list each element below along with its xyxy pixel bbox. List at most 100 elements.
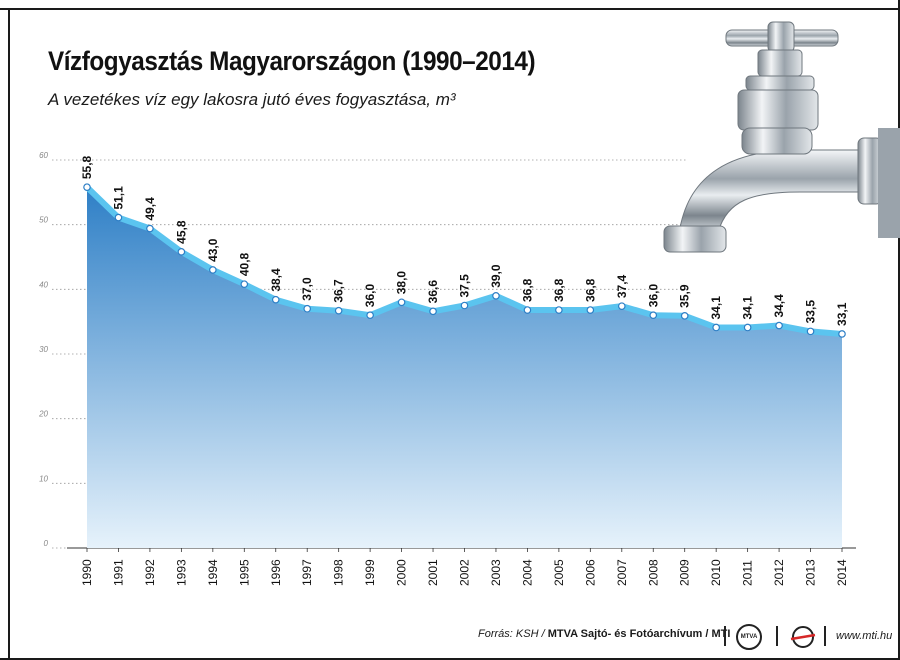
data-label: 36,8	[552, 278, 566, 302]
data-point	[177, 248, 186, 256]
data-label: 36,0	[363, 284, 377, 308]
data-point	[492, 291, 500, 300]
x-tick-label: 2000	[395, 559, 409, 586]
x-tick-label: 1994	[206, 559, 220, 586]
x-tick-label: 1992	[143, 559, 157, 586]
data-label: 55,8	[80, 155, 94, 179]
data-point	[114, 213, 123, 222]
x-tick-label: 2009	[678, 559, 692, 586]
data-point	[303, 304, 312, 313]
data-label: 43,0	[206, 238, 220, 262]
data-point	[523, 306, 532, 314]
data-label: 35,9	[678, 284, 692, 308]
y-tick-label: 40	[39, 280, 48, 289]
data-point	[775, 321, 783, 330]
data-labels: 55,8 51,1 49,4 45,8 43,0 40,8 38,4 37,0 36,7 36,0…	[80, 155, 849, 325]
x-axis-ticks: 1990 1991 1992 1993 1994 1995 1996 1997 1998 1999…	[80, 548, 849, 586]
x-tick-label: 2004	[520, 559, 534, 586]
footer-source-prefix: Forrás: KSH /	[478, 628, 548, 640]
frame-top-border	[0, 8, 900, 10]
data-label: 34,1	[741, 296, 755, 320]
data-point	[586, 306, 595, 314]
data-label: 36,0	[646, 284, 660, 308]
footer-url: www.mti.hu	[836, 630, 893, 642]
x-tick-label: 1993	[174, 559, 188, 586]
data-point	[146, 224, 154, 233]
x-tick-label: 2013	[804, 559, 818, 586]
data-label: 39,0	[489, 264, 503, 288]
data-label: 36,6	[426, 280, 440, 304]
x-tick-label: 2001	[426, 559, 440, 586]
data-point	[838, 330, 846, 338]
x-tick-label: 2007	[615, 559, 629, 586]
data-points	[83, 183, 846, 338]
data-label: 36,8	[583, 278, 597, 302]
chart-subtitle: A vezetékes víz egy lakosra jutó éves fo…	[48, 90, 456, 109]
footer-separator	[776, 626, 778, 646]
y-tick-label: 50	[39, 216, 48, 225]
data-label: 51,1	[111, 186, 125, 210]
y-axis-ticks: 0 10 20 30 40 50 60	[38, 151, 48, 548]
data-point	[209, 266, 217, 274]
data-point	[743, 323, 752, 332]
x-tick-label: 1997	[300, 559, 314, 586]
x-tick-label: 1991	[111, 559, 125, 586]
x-tick-label: 2010	[709, 559, 723, 586]
data-point	[271, 295, 280, 304]
data-point	[555, 306, 563, 314]
mtva-logo-text: MTVA	[740, 634, 758, 640]
x-tick-label: 2006	[583, 559, 597, 586]
data-label: 34,1	[709, 296, 723, 320]
footer-source-bold: MTVA Sajtó- és Fotóarchívum / MTI	[547, 628, 731, 640]
chart-title: Vízfogyasztás Magyarországon (1990–2014)	[48, 46, 536, 76]
data-label: 38,4	[269, 268, 283, 292]
y-tick-label: 0	[44, 539, 49, 548]
x-tick-label: 1998	[332, 559, 346, 586]
data-point	[649, 311, 658, 320]
data-label: 49,4	[143, 197, 157, 221]
data-point	[334, 306, 343, 315]
data-label: 36,8	[520, 278, 534, 302]
data-point	[806, 327, 815, 336]
data-point	[712, 323, 720, 332]
x-tick-label: 1999	[363, 559, 377, 586]
x-tick-label: 2008	[646, 559, 660, 586]
mtva-logo: MTVA	[736, 624, 762, 650]
data-point	[680, 312, 689, 320]
data-point	[617, 302, 626, 310]
y-tick-label: 30	[39, 345, 48, 354]
y-tick-label: 10	[39, 474, 48, 483]
y-tick-label: 60	[39, 151, 48, 160]
data-label: 33,5	[804, 300, 818, 324]
data-point	[240, 280, 249, 288]
footer-source: Forrás: KSH / MTVA Sajtó- és Fotóarchívu…	[478, 628, 730, 640]
data-label: 33,1	[835, 302, 849, 326]
data-label: 34,4	[772, 294, 786, 318]
data-label: 37,0	[300, 277, 314, 301]
data-point	[429, 307, 437, 316]
x-tick-label: 2002	[458, 559, 472, 586]
data-label: 37,5	[458, 274, 472, 298]
x-tick-label: 2011	[741, 560, 755, 586]
data-point	[366, 311, 374, 320]
area-chart: 0 10 20 30 40 50 60 55,8 51,1 49,4 45,8 43,0 40,8 38…	[38, 21, 900, 586]
area-fill	[87, 187, 842, 548]
data-point	[83, 183, 91, 191]
data-label: 38,0	[395, 271, 409, 295]
y-tick-label: 20	[38, 410, 48, 419]
x-tick-label: 1995	[237, 559, 251, 586]
data-label: 37,4	[615, 274, 629, 298]
mti-logo	[790, 626, 816, 648]
footer-separator	[724, 626, 726, 646]
data-point	[397, 298, 406, 307]
frame-left-border	[8, 8, 10, 660]
water-tap-icon	[663, 21, 900, 253]
data-label: 40,8	[237, 252, 251, 276]
data-label: 45,8	[174, 220, 188, 244]
x-tick-label: 1996	[269, 559, 283, 586]
x-tick-label: 2005	[552, 559, 566, 586]
footer-separator	[824, 626, 826, 646]
x-tick-label: 2003	[489, 559, 503, 586]
data-label: 36,7	[332, 279, 346, 303]
